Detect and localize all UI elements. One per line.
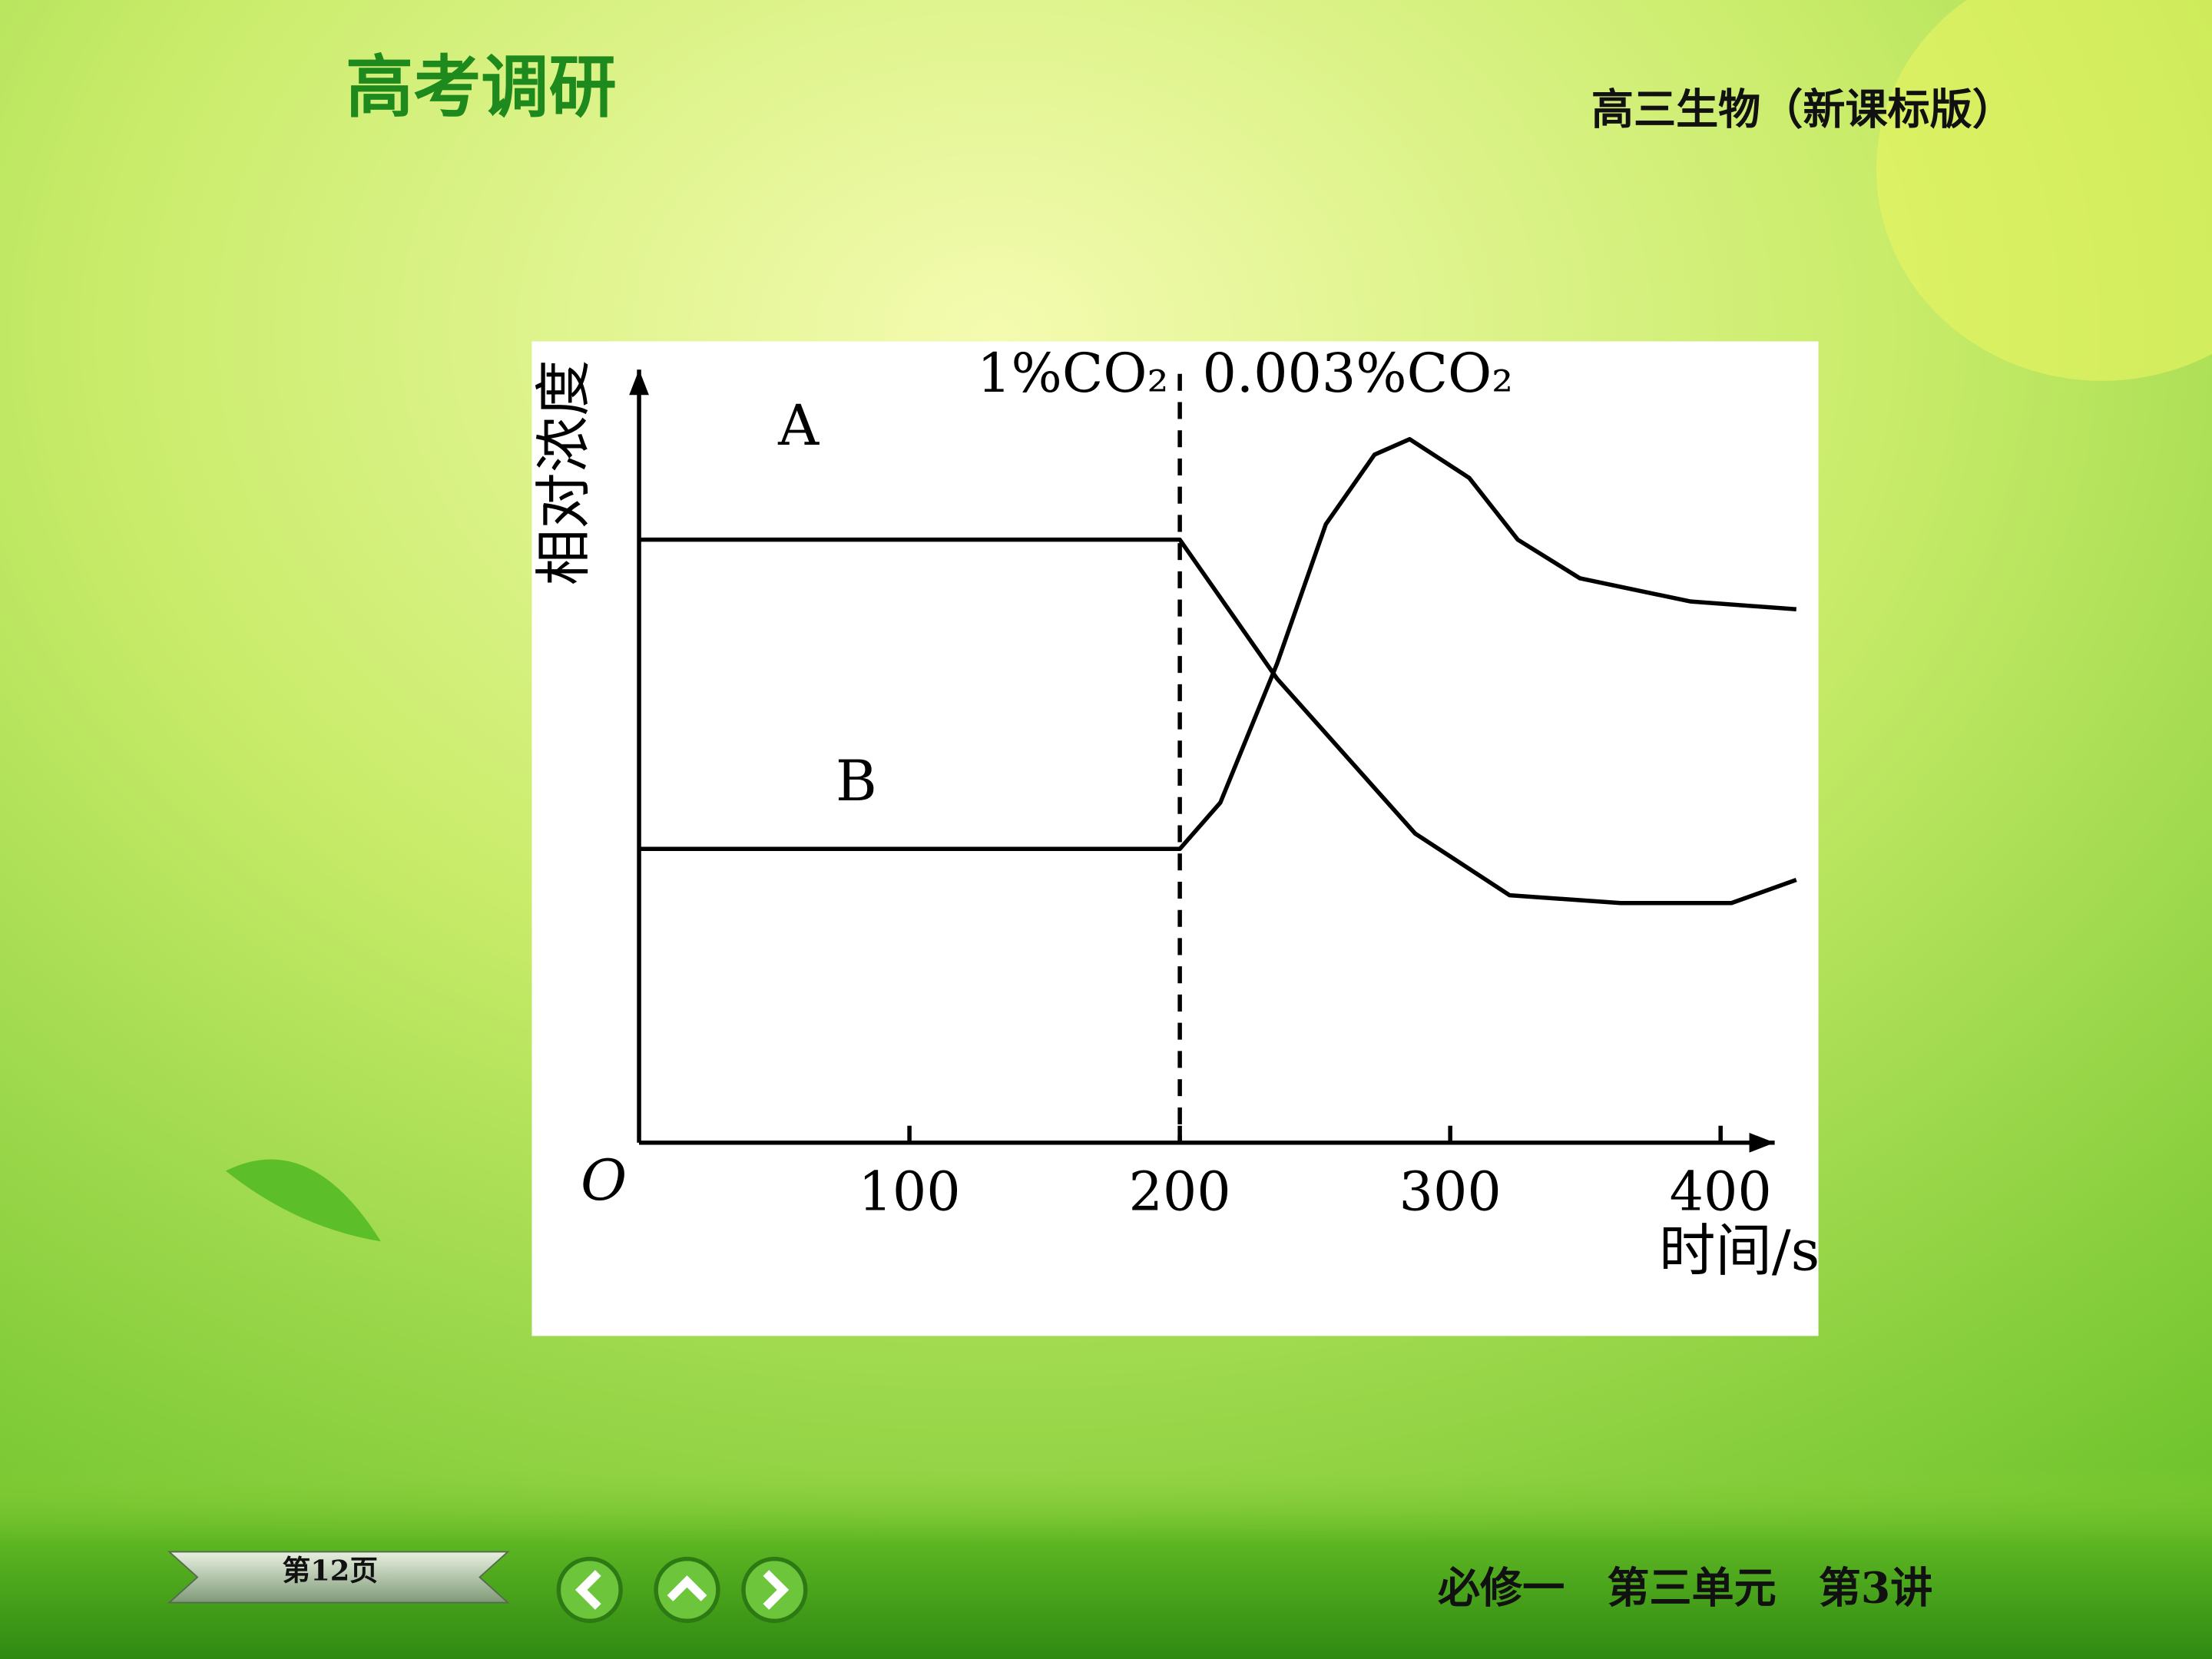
prev-button[interactable] (556, 1556, 623, 1624)
footer-section: 必修一 第三单元 第3讲 (1438, 1562, 1932, 1612)
chart-panel (531, 341, 1819, 1336)
up-button[interactable] (654, 1556, 720, 1624)
x-tick-label: 400 (1670, 1161, 1772, 1224)
x-tick-label: 100 (858, 1161, 960, 1224)
x-axis-arrow (1749, 1132, 1775, 1153)
origin-label: O (581, 1148, 627, 1214)
series-label: A (777, 393, 820, 459)
glow (1876, 0, 2212, 381)
y-axis-arrow (629, 369, 649, 396)
next-button[interactable] (741, 1556, 808, 1624)
annotation: 0.003%CO₂ (1203, 343, 1514, 405)
series-line (639, 537, 1797, 906)
page-number: 第12页 (283, 1554, 379, 1587)
leaf (225, 1159, 381, 1242)
header-subtitle: 高三生物（新课标版） (1591, 84, 2015, 134)
header-title: 高考调研 (346, 47, 617, 127)
x-tick-label: 200 (1129, 1161, 1231, 1224)
page-ribbon (167, 1551, 510, 1604)
series-label: B (836, 749, 877, 814)
series-line (639, 437, 1796, 852)
x-tick-label: 300 (1399, 1161, 1502, 1224)
x-axis-label: 时间/s (1659, 1219, 1820, 1284)
annotation: 1%CO₂ (977, 343, 1168, 405)
y-axis-label: 相对浓度 (531, 359, 597, 585)
